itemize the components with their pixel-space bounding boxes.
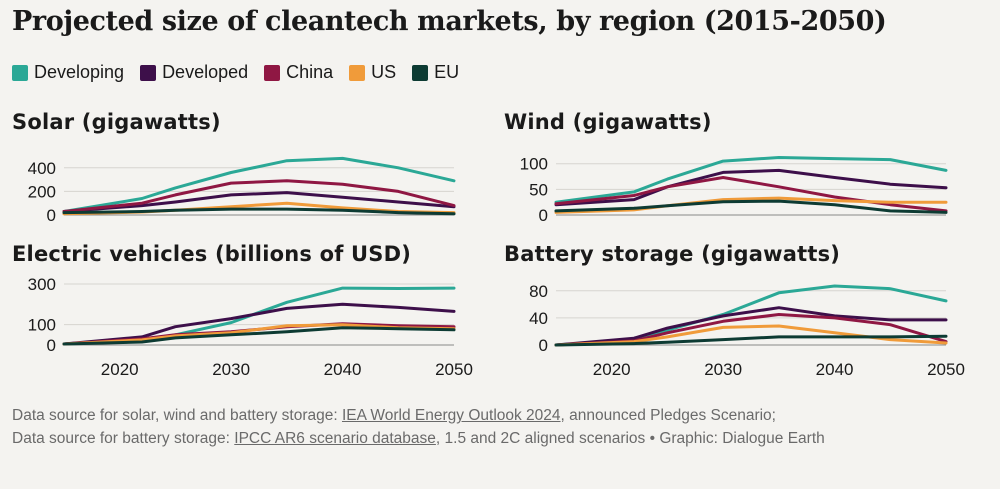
y-tick-label: 0 <box>539 336 548 355</box>
legend: Developing Developed China US EU <box>12 62 459 83</box>
wind-chart: 0 50 100 <box>520 155 948 225</box>
x-tick-label: 2050 <box>927 360 965 379</box>
x-tick-label: 2030 <box>704 360 742 379</box>
solar-chart: 0 200 400 <box>28 156 456 225</box>
y-tick-label: 40 <box>529 309 548 328</box>
y-tick-label: 300 <box>28 275 56 294</box>
legend-swatch-developed <box>140 64 157 81</box>
y-tick-label: 200 <box>28 182 56 201</box>
legend-item-developed[interactable]: Developed <box>140 62 248 83</box>
source-2-prefix: Data source for battery storage: <box>12 430 235 447</box>
ipcc-ar6-link[interactable]: IPCC AR6 scenario database <box>234 430 436 447</box>
y-tick-label: 0 <box>47 336 56 355</box>
y-tick-label: 80 <box>529 282 548 301</box>
x-axis-labels: 2020 2030 2040 2050 2020 2030 2040 2050 <box>101 360 965 379</box>
legend-item-us[interactable]: US <box>349 62 396 83</box>
series-line-eu[interactable] <box>62 207 456 216</box>
source-line-2: Data source for battery storage: IPCC AR… <box>12 427 988 450</box>
series-line-developing[interactable] <box>554 156 948 204</box>
legend-swatch-developing <box>12 64 28 81</box>
series-line-china[interactable] <box>62 179 456 213</box>
series-line-developed[interactable] <box>554 168 948 207</box>
solar-panel-title: Solar (gigawatts) <box>12 110 221 134</box>
x-tick-label: 2020 <box>101 360 139 379</box>
y-tick-label: 400 <box>28 159 56 178</box>
series-line-developed[interactable] <box>62 191 456 213</box>
legend-item-eu[interactable]: EU <box>412 62 459 83</box>
wind-panel-title: Wind (gigawatts) <box>504 110 712 134</box>
series-line-eu[interactable] <box>554 334 948 347</box>
legend-label-developing: Developing <box>34 62 125 82</box>
iea-weo-link[interactable]: IEA World Energy Outlook 2024 <box>341 407 561 424</box>
y-tick-label: 0 <box>539 206 548 225</box>
legend-label-eu: EU <box>434 62 460 82</box>
source-line-1: Data source for solar, wind and battery … <box>12 404 988 427</box>
ev-panel-title: Electric vehicles (billions of USD) <box>12 242 412 266</box>
x-tick-label: 2050 <box>435 360 473 379</box>
battery-panel-title: Battery storage (gigawatts) <box>504 242 841 266</box>
x-tick-label: 2020 <box>593 360 631 379</box>
x-tick-label: 2040 <box>324 360 362 379</box>
series-line-developed[interactable] <box>62 302 456 346</box>
battery-chart: 0 40 80 <box>529 282 948 355</box>
y-tick-label: 50 <box>529 180 548 199</box>
page-title: Projected size of cleantech markets, by … <box>12 6 887 37</box>
x-tick-label: 2030 <box>212 360 250 379</box>
y-tick-label: 100 <box>520 155 548 174</box>
series-line-eu[interactable] <box>554 199 948 214</box>
source-note: Data source for solar, wind and battery … <box>12 404 988 450</box>
y-tick-label: 0 <box>47 206 56 225</box>
legend-swatch-us <box>349 64 366 81</box>
legend-label-us: US <box>371 62 397 82</box>
series-line-developing[interactable] <box>62 156 456 213</box>
source-2-suffix: , 1.5 and 2C aligned scenarios • Graphic… <box>435 430 825 447</box>
y-tick-label: 100 <box>28 316 56 335</box>
x-tick-label: 2040 <box>816 360 854 379</box>
legend-label-china: China <box>286 62 334 82</box>
legend-label-developed: Developed <box>162 62 249 82</box>
legend-item-developing[interactable]: Developing <box>12 62 124 83</box>
source-1-prefix: Data source for solar, wind and battery … <box>12 407 342 424</box>
series-line-us[interactable] <box>554 324 948 347</box>
legend-swatch-china <box>264 64 281 81</box>
source-1-suffix: , announced Pledges Scenario; <box>560 407 776 424</box>
series-line-eu[interactable] <box>62 326 456 346</box>
legend-swatch-eu <box>412 64 429 81</box>
legend-item-china[interactable]: China <box>264 62 333 83</box>
series-line-developing[interactable] <box>62 286 456 346</box>
series-line-developed[interactable] <box>554 306 948 347</box>
